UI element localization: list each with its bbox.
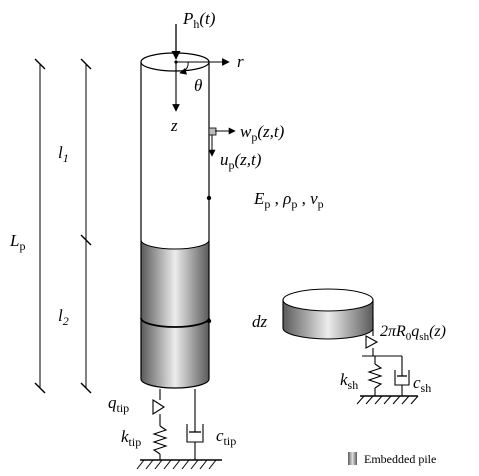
legend-swatch (348, 452, 357, 465)
Lp-label: Lp (9, 231, 25, 253)
slice-detail (282, 288, 419, 405)
pile-embedded-section (141, 240, 209, 388)
theta-arc (179, 61, 189, 75)
ktip-label: ktip (121, 427, 141, 449)
r-label: r (237, 52, 244, 71)
dz-point (206, 318, 212, 324)
tip-ground-hatch (136, 459, 217, 470)
origin-dot (174, 60, 178, 64)
pile-free-section (141, 62, 209, 249)
pile (140, 52, 210, 389)
z-label: z (170, 116, 178, 135)
material-label: Ep , ρp , vp (253, 189, 324, 211)
dz-label: dz (252, 312, 268, 331)
shaft-spring (367, 363, 383, 389)
u-label: up(z,t) (220, 150, 262, 172)
shaft-triangle (365, 335, 379, 349)
Lp-tick-top (34, 58, 46, 70)
l2-label: l2 (58, 306, 69, 328)
shaft-ground-hatch (356, 395, 419, 405)
l1-tick-top (80, 58, 92, 70)
w-label: wp(z,t) (240, 122, 285, 144)
slice-dz-line (140, 317, 210, 328)
material-point (206, 195, 212, 201)
displacement-element (208, 127, 236, 157)
tip-spring (152, 425, 168, 455)
embedment-boundary (140, 239, 210, 250)
pile-bottom-edge (140, 378, 210, 389)
ctip-label: ctip (216, 426, 236, 448)
qtip-label: qtip (108, 393, 129, 415)
l2-tick-bottom (80, 382, 92, 394)
tip-triangle (152, 398, 166, 416)
tip-support (136, 389, 222, 470)
qsh-label: 2πR0qsh(z) (380, 323, 446, 343)
coordinate-axes (171, 24, 230, 112)
theta-label: θ (194, 76, 202, 95)
element-square (208, 127, 217, 136)
dimension-lines (34, 58, 92, 394)
l1-label: l1 (58, 143, 69, 165)
legend-label: Embedded pile (364, 452, 436, 466)
Lp-tick-bottom (34, 382, 46, 394)
csh-label: csh (413, 373, 431, 395)
ksh-label: ksh (340, 370, 358, 392)
slice-disk-top (282, 288, 374, 312)
load-label: Ph(t) (182, 9, 216, 31)
